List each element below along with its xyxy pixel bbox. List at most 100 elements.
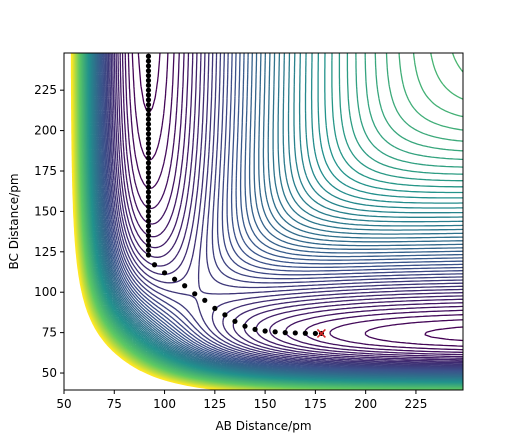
- contour-line: [97, 53, 463, 376]
- y-tick-label: 150: [34, 204, 57, 218]
- contour-line: [121, 53, 463, 356]
- trajectory-point: [145, 203, 152, 210]
- y-tick-label: 175: [34, 164, 57, 178]
- trajectory-point: [292, 330, 298, 336]
- contour-line: [70, 53, 222, 390]
- contour-line: [127, 53, 463, 351]
- trajectory-point: [145, 242, 152, 248]
- y-tick-label: 125: [34, 245, 57, 259]
- trajectory-point: [145, 106, 152, 113]
- contour-line: [117, 53, 463, 359]
- trajectory-point: [145, 145, 152, 151]
- contour-line: [105, 53, 463, 369]
- trajectory-point: [145, 208, 152, 214]
- trajectory-point: [145, 247, 152, 253]
- contour-line: [96, 53, 463, 377]
- trajectory-point: [145, 237, 152, 244]
- trajectory-point: [182, 283, 188, 289]
- y-tick-label: 225: [34, 83, 57, 97]
- trajectory-point: [145, 160, 152, 166]
- trajectory-point: [145, 165, 152, 171]
- contours: [70, 53, 463, 390]
- contour-line: [110, 53, 463, 365]
- trajectory-point: [272, 329, 278, 335]
- trajectory-point: [145, 223, 152, 229]
- trajectory-point: [282, 330, 288, 336]
- trajectory-point: [312, 330, 318, 337]
- contour-line: [104, 53, 463, 370]
- x-tick-label: 125: [203, 397, 226, 411]
- contour-line: [119, 53, 463, 358]
- trajectory-point: [145, 121, 152, 127]
- trajectory-point: [145, 184, 152, 190]
- trajectory-point: [302, 330, 308, 336]
- trajectory-point: [145, 174, 152, 181]
- x-tick-label: 225: [404, 397, 427, 411]
- trajectory-point: [145, 194, 152, 200]
- y-tick-label: 75: [42, 326, 57, 340]
- trajectory-point: [145, 189, 152, 195]
- y-axis-label: BC Distance/pm: [7, 173, 21, 269]
- contour-line: [109, 53, 463, 366]
- trajectory-point: [222, 312, 228, 318]
- x-tick-label: 175: [304, 397, 327, 411]
- trajectory-point: [145, 170, 152, 176]
- contour-line: [94, 53, 463, 378]
- trajectory-point: [145, 126, 152, 132]
- trajectory-point: [145, 155, 152, 161]
- trajectory-point: [145, 63, 152, 69]
- trajectory-point: [212, 305, 218, 311]
- y-tick-label: 100: [34, 285, 57, 299]
- trajectory-point: [145, 150, 152, 156]
- trajectory-point: [192, 291, 198, 297]
- trajectory-point: [145, 58, 152, 64]
- contour-line: [98, 53, 463, 374]
- trajectory-point: [145, 82, 152, 88]
- trajectory-point: [145, 73, 152, 79]
- contour-line: [93, 53, 463, 379]
- contour-line: [106, 53, 463, 368]
- contour-line: [99, 53, 463, 374]
- contour-line: [95, 53, 463, 377]
- y-tick-label: 200: [34, 124, 57, 138]
- x-tick-label: 200: [354, 397, 377, 411]
- trajectory-point: [145, 213, 152, 219]
- contour-line: [113, 53, 463, 362]
- contour-line: [115, 53, 463, 361]
- trajectory-point: [145, 252, 152, 258]
- x-tick-label: 50: [56, 397, 71, 411]
- end-marker: [316, 328, 326, 338]
- x-axis-label: AB Distance/pm: [215, 419, 311, 433]
- marks: [145, 53, 326, 338]
- trajectory-point: [145, 53, 152, 59]
- trajectory-point: [262, 328, 268, 334]
- x-tick-label: 150: [254, 397, 277, 411]
- contour-line: [93, 53, 463, 379]
- contour-line: [101, 53, 463, 372]
- trajectory-point: [202, 297, 208, 303]
- trajectory-point: [145, 233, 152, 239]
- contour-line: [112, 53, 463, 364]
- y-tick-label: 50: [42, 366, 57, 380]
- trajectory-point: [151, 262, 158, 268]
- trajectory-point: [172, 276, 178, 282]
- plot-frame: [63, 52, 464, 391]
- trajectory-point: [252, 326, 258, 332]
- contour-line: [137, 53, 463, 342]
- trajectory-point: [242, 323, 248, 329]
- trajectory-point: [145, 140, 152, 147]
- trajectory-point: [145, 111, 152, 118]
- trajectory-point: [145, 77, 152, 84]
- x-tick-label: 75: [107, 397, 122, 411]
- trajectory-point: [145, 179, 152, 185]
- contour-line: [107, 53, 463, 367]
- trajectory-point: [145, 228, 152, 234]
- contour-line: [90, 53, 463, 382]
- trajectory-point: [145, 68, 152, 74]
- trajectory-point: [145, 92, 152, 98]
- trajectory-point: [145, 97, 152, 103]
- contour-line: [100, 53, 463, 373]
- trajectory-point: [145, 199, 152, 205]
- trajectory-point: [145, 136, 152, 142]
